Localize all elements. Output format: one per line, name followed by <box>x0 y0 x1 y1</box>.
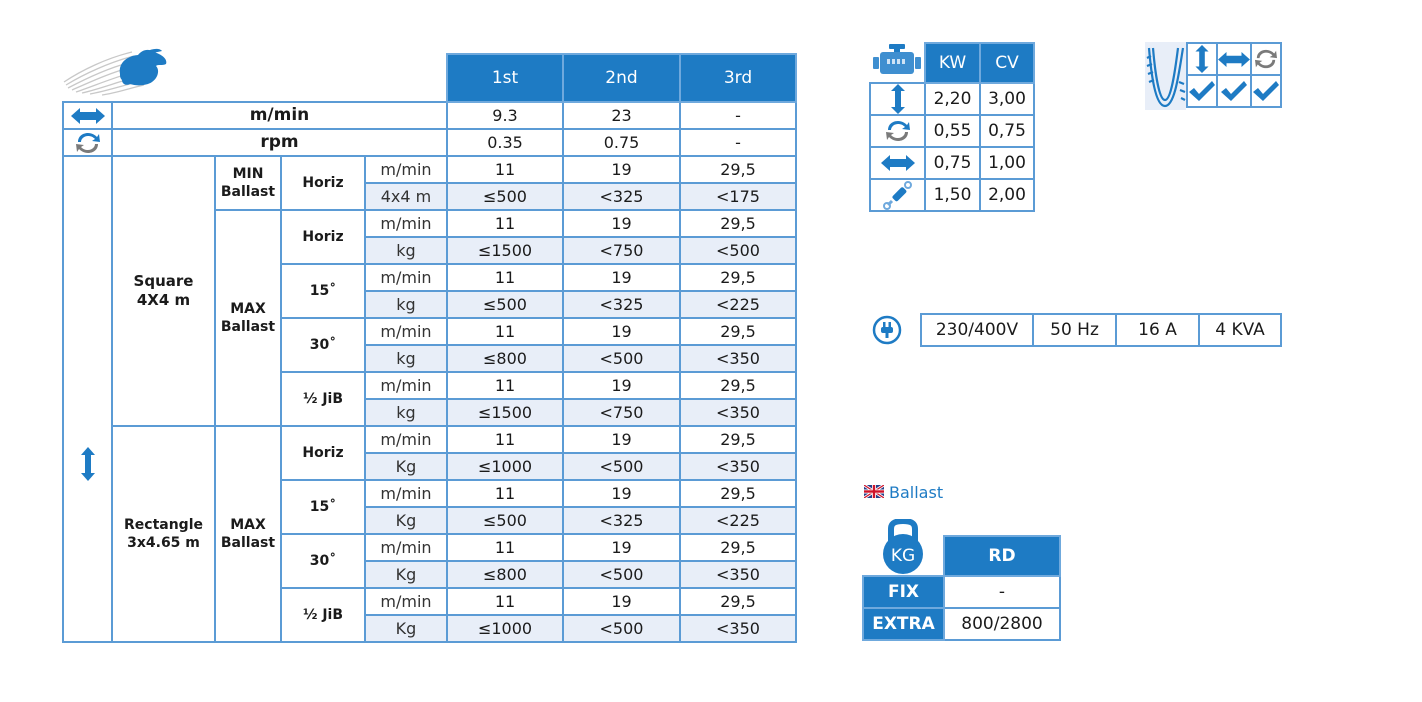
table-row: Kg ≤800 <500 <350 <box>63 560 797 589</box>
table-row: EXTRA 800/2800 <box>862 607 1061 641</box>
column-header-1st: 1st <box>446 53 564 103</box>
svg-text:KG: KG <box>891 546 915 566</box>
current-value: 16 A <box>1115 313 1200 347</box>
table-row: kg ≤500 <325 <225 <box>63 290 797 319</box>
mode-label: ½ JiB <box>280 587 366 643</box>
rabbit-speed-icon <box>62 40 172 96</box>
hydraulic-cylinder-icon <box>869 178 926 212</box>
check-icon <box>1216 74 1252 108</box>
column-header-rd: RD <box>943 535 1061 577</box>
horizontal-arrow-icon <box>62 101 113 130</box>
mode-label: 15˚ <box>280 479 366 535</box>
column-header-kw: KW <box>924 42 981 84</box>
config-label: Square 4X4 m <box>111 155 216 427</box>
table-row: 30˚ m/min 11 19 29,5 <box>63 317 797 373</box>
table-row: 4x4 m ≤500 <325 <175 <box>63 182 797 211</box>
motor-power-table: KW CV 2,20 3,00 0,55 0,75 0,75 1,00 <box>869 42 1035 212</box>
vertical-arrow-icon <box>1186 42 1218 76</box>
mode-label: ½ JiB <box>280 371 366 427</box>
mode-label: Horiz <box>280 209 366 265</box>
column-header-3rd: 3rd <box>679 53 797 103</box>
table-row: 30˚ m/min 11 19 29,5 <box>63 533 797 589</box>
horizontal-arrow-icon <box>1216 42 1252 76</box>
mode-label: 30˚ <box>280 317 366 373</box>
table-row: 0,75 1,00 <box>869 146 1035 180</box>
table-row: kg ≤1500 <750 <350 <box>63 398 797 427</box>
table-row: 1,50 2,00 <box>869 178 1035 212</box>
table-row: Rectangle 3x4.65 m MAX Ballast Horiz m/m… <box>63 425 797 643</box>
table-row: Kg ≤500 <325 <225 <box>63 506 797 535</box>
rotation-icon <box>869 114 926 148</box>
ballast-table: KG RD FIX - EXTRA 800/2800 <box>862 518 1061 641</box>
table-row: kg ≤1500 <750 <500 <box>63 236 797 265</box>
ballast-label: MAX Ballast <box>214 209 282 427</box>
kettlebell-kg-icon: KG <box>863 518 944 576</box>
speed-load-table: 1st 2nd 3rd m/min 9.3 23 - rpm 0.35 0.75… <box>62 53 797 643</box>
engine-icon <box>870 43 925 83</box>
table-row: 0,55 0,75 <box>869 114 1035 148</box>
row-label: m/min <box>111 101 448 130</box>
row-label-fix: FIX <box>862 575 945 609</box>
wave-frequency-icon <box>1145 42 1186 110</box>
row-label-extra: EXTRA <box>862 607 945 641</box>
ballast-title: Ballast <box>889 483 944 502</box>
config-label: Rectangle 3x4.65 m <box>111 425 216 643</box>
mode-label: 15˚ <box>280 263 366 319</box>
column-header-2nd: 2nd <box>562 53 681 103</box>
mode-label: Horiz <box>280 155 366 211</box>
table-row: ½ JiB m/min 11 19 29,5 <box>63 587 797 643</box>
ballast-label: MAX Ballast <box>214 425 282 643</box>
power-plug-icon <box>872 315 902 349</box>
rotation-icon <box>1250 42 1282 76</box>
table-row: 15˚ m/min 11 19 29,5 <box>63 479 797 535</box>
vertical-arrow-icon <box>62 155 113 643</box>
ballast-label: MIN Ballast <box>214 155 282 211</box>
mode-label: Horiz <box>280 425 366 481</box>
check-icon <box>1250 74 1282 108</box>
table-row: Kg ≤1000 <500 <350 <box>63 614 797 643</box>
table-row: Square 4X4 m MIN Ballast Horiz m/min 11 … <box>62 155 797 643</box>
ballast-heading: Ballast <box>863 483 944 502</box>
table-row: MAX Ballast Horiz m/min 11 19 29,5 <box>63 209 797 427</box>
horizontal-arrow-icon <box>869 146 926 180</box>
table-row: ½ JiB m/min 11 19 29,5 <box>63 371 797 427</box>
table-row: 15˚ m/min 11 19 29,5 <box>63 263 797 319</box>
table-row: kg ≤800 <500 <350 <box>63 344 797 373</box>
vertical-arrow-icon <box>869 82 926 116</box>
power-value: 4 KVA <box>1198 313 1282 347</box>
electrical-specs-table: 230/400V 50 Hz 16 A 4 KVA <box>920 313 1282 347</box>
row-label: rpm <box>111 128 448 157</box>
column-header-cv: CV <box>979 42 1035 84</box>
header-row: 1st 2nd 3rd <box>63 53 797 103</box>
mode-label: 30˚ <box>280 533 366 589</box>
voltage-value: 230/400V <box>920 313 1034 347</box>
table-row: FIX - <box>862 575 1061 609</box>
slewing-speed-row: rpm 0.35 0.75 - <box>62 128 797 157</box>
uk-flag-icon <box>863 483 885 502</box>
check-icon <box>1186 74 1218 108</box>
frequency-value: 50 Hz <box>1032 313 1117 347</box>
trolley-speed-row: m/min 9.3 23 - <box>62 101 797 130</box>
table-row: Kg ≤1000 <500 <350 <box>63 452 797 481</box>
rotation-icon <box>62 128 113 157</box>
table-row: 2,20 3,00 <box>869 82 1035 116</box>
